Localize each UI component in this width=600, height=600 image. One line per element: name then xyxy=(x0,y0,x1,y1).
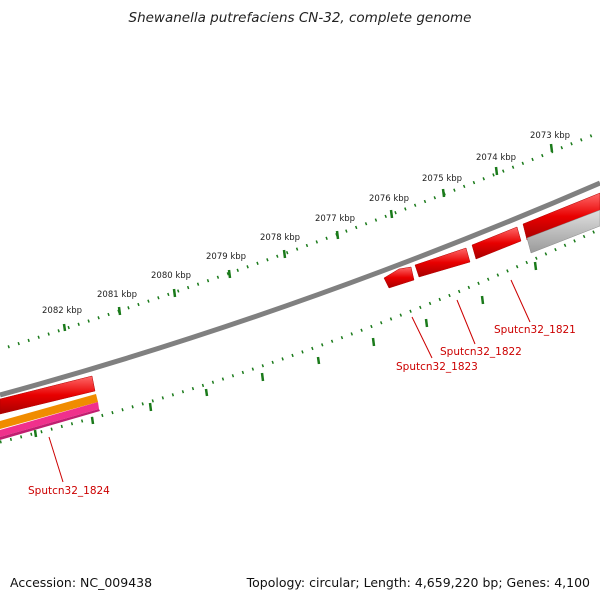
scale-label: 2080 kbp xyxy=(151,271,191,281)
pink-feature-bar-shade xyxy=(0,409,100,440)
scale-label: 2078 kbp xyxy=(260,233,300,243)
gene-label-sputcn32-1821: Sputcn32_1821 xyxy=(494,324,576,336)
gene-label-sputcn32-1823: Sputcn32_1823 xyxy=(396,361,478,373)
scale-label: 2073 kbp xyxy=(530,131,570,141)
topology-text: Topology: circular; Length: 4,659,220 bp… xyxy=(246,575,590,590)
gene-arrow-grey[interactable] xyxy=(526,209,600,254)
genome-title: Shewanella putrefaciens CN-32, complete … xyxy=(128,10,472,26)
scale-label: 2079 kbp xyxy=(206,252,246,262)
orange-feature-bar[interactable] xyxy=(0,394,98,429)
pink-feature-bar[interactable] xyxy=(0,402,99,437)
gene-label-sputcn32-1822: Sputcn32_1822 xyxy=(440,346,522,358)
outer-major-ticks xyxy=(62,143,554,332)
gene-arrow-small[interactable] xyxy=(383,266,415,289)
gene-arrow-sputcn32-1821[interactable] xyxy=(522,192,600,241)
gene-arrow-sputcn32-1823[interactable] xyxy=(414,247,471,278)
scale-label: 2082 kbp xyxy=(42,306,82,316)
genome-backbone xyxy=(0,180,600,398)
gene-arrow-sputcn32-1822[interactable] xyxy=(471,226,522,260)
scale-label: 2074 kbp xyxy=(476,153,516,163)
inner-major-ticks xyxy=(33,261,538,438)
accession-text: Accession: NC_009438 xyxy=(10,575,153,590)
gene-bar-sputcn32-1824[interactable] xyxy=(0,375,96,415)
scale-label: 2077 kbp xyxy=(315,214,355,224)
label-leaders xyxy=(48,279,531,483)
scale-label: 2081 kbp xyxy=(97,290,137,300)
scale-label: 2075 kbp xyxy=(422,174,462,184)
scale-label: 2076 kbp xyxy=(369,194,409,204)
gene-label-sputcn32-1824: Sputcn32_1824 xyxy=(28,485,110,497)
